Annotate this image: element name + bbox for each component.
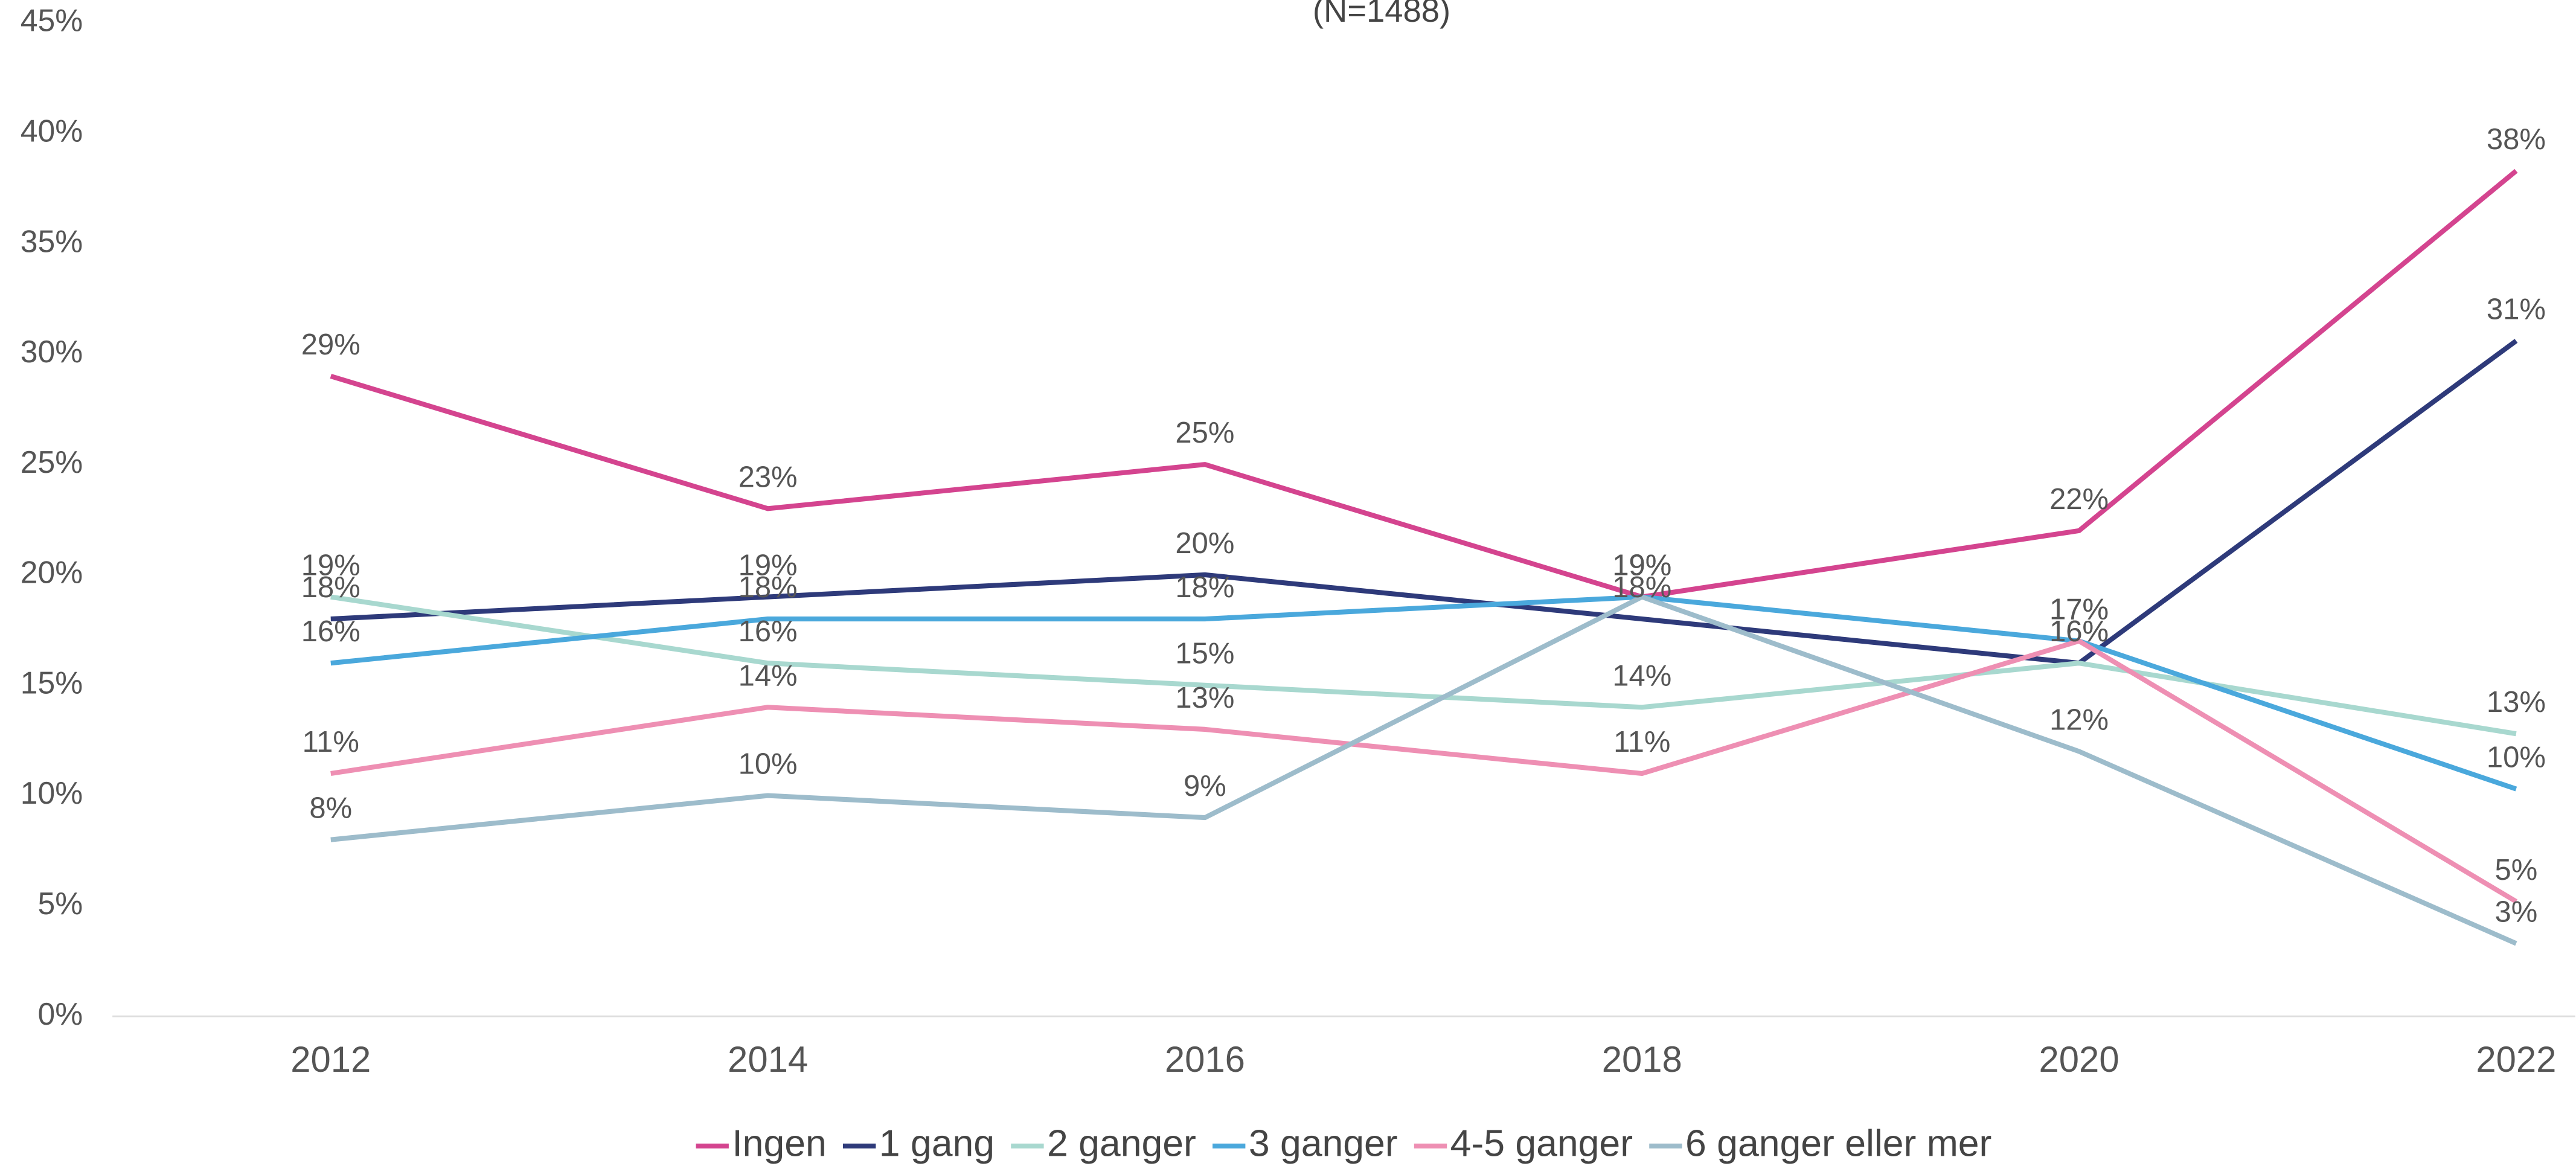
y-tick-label: 45% <box>21 3 83 38</box>
data-label: 20% <box>1175 527 1234 560</box>
legend-label: 3 ganger <box>1249 1122 1398 1164</box>
y-tick-label: 35% <box>21 223 83 258</box>
legend-label: Ingen <box>732 1122 826 1164</box>
data-label: 16% <box>2049 615 2109 648</box>
x-tick-label: 2022 <box>2476 1039 2556 1080</box>
data-label: 18% <box>1175 571 1234 604</box>
series-line <box>330 594 2517 946</box>
data-label: 10% <box>739 748 798 781</box>
legend-label: 6 ganger eller mer <box>1685 1122 1991 1164</box>
data-label: 19% <box>739 549 798 582</box>
y-tick-label: 20% <box>21 555 83 590</box>
y-tick-label: 40% <box>21 113 83 148</box>
series-line <box>330 168 2518 600</box>
x-tick-label: 2020 <box>2039 1039 2119 1080</box>
x-tick-label: 2012 <box>290 1039 371 1080</box>
series-line <box>330 638 2517 904</box>
data-label: 13% <box>2487 686 2546 719</box>
data-label: 11% <box>1613 726 1670 758</box>
y-tick-label: 25% <box>21 444 83 479</box>
series-line <box>330 594 2517 792</box>
y-tick-label: 5% <box>38 886 83 921</box>
data-label: 16% <box>739 615 798 648</box>
data-label: 18% <box>301 571 360 604</box>
data-label: 14% <box>1612 659 1671 692</box>
data-label: 17% <box>2049 594 2109 626</box>
x-tick-label: 2016 <box>1165 1039 1245 1080</box>
data-label: 19% <box>301 549 360 582</box>
data-label: 38% <box>2487 123 2546 156</box>
data-label: 14% <box>739 659 798 692</box>
data-label: 19% <box>1612 549 1671 582</box>
series-line <box>330 339 2518 666</box>
data-label: 8% <box>309 792 352 825</box>
data-label: 19% <box>1612 549 1671 582</box>
data-label: 3% <box>2495 895 2538 928</box>
data-label: 15% <box>1175 638 1234 670</box>
data-label: 13% <box>1175 682 1234 714</box>
x-tick-label: 2018 <box>1602 1039 1682 1080</box>
legend-label: 1 gang <box>879 1122 995 1164</box>
y-tick-label: 15% <box>21 665 83 700</box>
data-label: 9% <box>1184 770 1226 802</box>
legend-label: 4-5 ganger <box>1450 1122 1633 1164</box>
data-label: 10% <box>2487 741 2546 774</box>
x-tick-label: 2014 <box>728 1039 808 1080</box>
series-line <box>330 594 2517 737</box>
data-label: 12% <box>2049 703 2109 736</box>
chart-subtitle: (N=1488) <box>1313 0 1450 29</box>
y-tick-label: 30% <box>21 334 83 369</box>
data-label: 29% <box>301 328 360 361</box>
data-label: 11% <box>303 726 359 758</box>
data-label: 17% <box>2049 594 2109 626</box>
data-label: 25% <box>1175 417 1234 449</box>
data-label: 18% <box>739 571 798 604</box>
y-tick-label: 10% <box>21 775 83 810</box>
data-label: 19% <box>1612 549 1671 582</box>
data-label: 31% <box>2487 293 2546 325</box>
data-label: 22% <box>2049 483 2109 516</box>
data-label: 23% <box>739 461 798 493</box>
data-label: 16% <box>2049 615 2109 648</box>
y-tick-label: 0% <box>38 996 83 1031</box>
data-label: 18% <box>1612 571 1671 604</box>
data-label: 16% <box>301 615 360 648</box>
data-label: 5% <box>2495 854 2538 886</box>
legend-label: 2 ganger <box>1047 1122 1196 1164</box>
